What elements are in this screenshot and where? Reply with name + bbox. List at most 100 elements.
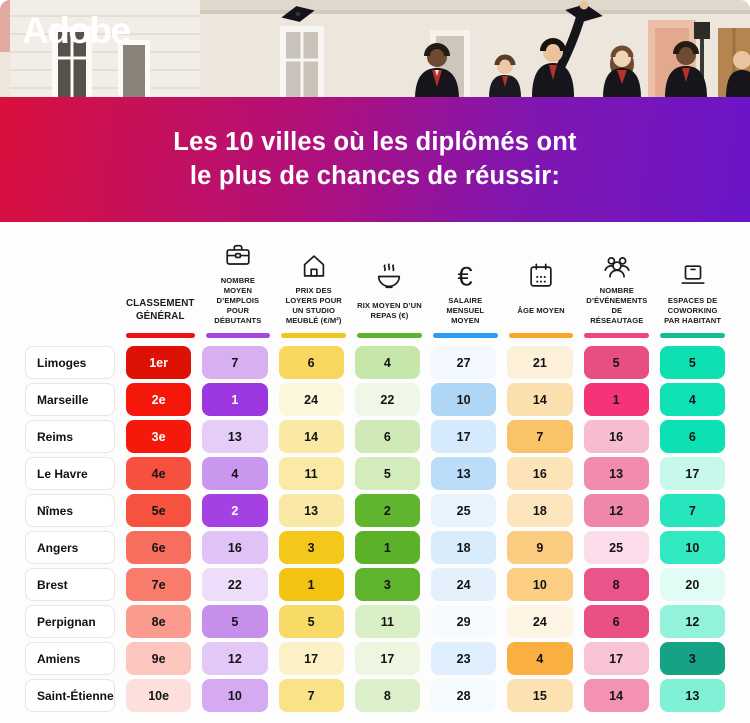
table-row: Nîmes 5e 2 13 2 25 18 12 7: [25, 494, 725, 528]
table-cell-coworking: 20: [659, 568, 725, 602]
table-row: Marseille 2e 1 24 22 10 14 1 4: [25, 383, 725, 417]
laptop-icon: [678, 255, 708, 291]
table-row: Perpignan 8e 5 5 11 29 24 6 12: [25, 605, 725, 639]
table-cell-age: 15: [507, 679, 573, 713]
table-cell-events: 8: [583, 568, 649, 602]
table-cell-rent: 7: [278, 679, 344, 713]
table-cell-rent: 13: [278, 494, 344, 528]
table-cell-salary: 28: [431, 679, 497, 713]
city-label: Reims: [25, 420, 115, 454]
table-cell-events: 14: [583, 679, 649, 713]
column-header-meal: RIX MOYEN D’UN REPAS (€): [357, 255, 422, 339]
table-cell-coworking: 13: [659, 679, 725, 713]
table-row: Saint-Étienne 10e 10 7 8 28 15 14 13: [25, 679, 725, 713]
table-cell-meal: 17: [354, 642, 420, 676]
table-row: Reims 3e 13 14 6 17 7 16 6: [25, 420, 725, 454]
column-accent-bar: [126, 333, 195, 339]
column-label: NOMBRE MOYEN D’EMPLOIS POUR DÉBUTANTS: [214, 276, 262, 326]
table-cell-age: 9: [507, 531, 573, 565]
table-cell-rent: 3: [278, 531, 344, 565]
table-cell-rent: 17: [278, 642, 344, 676]
table-cell-coworking: 6: [659, 420, 725, 454]
table-header: CLASSEMENT GÉNÉRAL NOMBRE MOYEN D’EMPLOI…: [25, 235, 725, 339]
table-cell-meal: 2: [354, 494, 420, 528]
city-label: Nîmes: [25, 494, 115, 528]
table-cell-salary: 13: [431, 457, 497, 491]
city-label: Le Havre: [25, 457, 115, 491]
column-accent-bar: [205, 333, 271, 339]
table-cell-salary: 27: [431, 346, 497, 380]
column-header-rent: PRIX DES LOYERS POUR UN STUDIO MEUBLÉ (€…: [281, 245, 347, 339]
city-label: Saint-Étienne: [25, 679, 115, 713]
column-label: SALAIRE MENSUEL MOYEN: [446, 296, 485, 326]
title-banner: Les 10 villes où les diplômés ont le plu…: [0, 97, 750, 222]
calendar-icon: [526, 255, 556, 291]
table-cell-coworking: 12: [659, 605, 725, 639]
table-cell-jobs: 2: [202, 494, 268, 528]
table-cell-rank: 7e: [126, 568, 192, 602]
table-cell-rent: 6: [278, 346, 344, 380]
table-cell-salary: 10: [431, 383, 497, 417]
table-cell-salary: 24: [431, 568, 497, 602]
table-cell-salary: 25: [431, 494, 497, 528]
table-cell-events: 5: [583, 346, 649, 380]
table-cell-meal: 1: [354, 531, 420, 565]
table-row: Le Havre 4e 4 11 5 13 16 13 17: [25, 457, 725, 491]
table-cell-rank: 4e: [126, 457, 192, 491]
table-cell-jobs: 16: [202, 531, 268, 565]
table-cell-coworking: 4: [659, 383, 725, 417]
table-cell-rent: 5: [278, 605, 344, 639]
table-cell-salary: 29: [431, 605, 497, 639]
euro-icon: €: [450, 255, 480, 291]
column-label: NOMBRE D’ÉVÉNEMENTS DE RÉSEAUTAGE: [586, 286, 648, 326]
city-label: Amiens: [25, 642, 115, 676]
column-label: ESPACES DE COWORKING PAR HABITANT: [664, 296, 722, 326]
table-cell-coworking: 3: [659, 642, 725, 676]
table-cell-coworking: 5: [659, 346, 725, 380]
ranking-table: CLASSEMENT GÉNÉRAL NOMBRE MOYEN D’EMPLOI…: [0, 222, 750, 713]
table-cell-salary: 18: [431, 531, 497, 565]
table-cell-coworking: 17: [659, 457, 725, 491]
table-cell-age: 18: [507, 494, 573, 528]
table-cell-rank: 1er: [126, 346, 192, 380]
table-cell-age: 21: [507, 346, 573, 380]
column-accent-bar: [432, 333, 498, 339]
title-line-2: le plus de chances de réussir:: [189, 161, 561, 190]
column-label: PRIX DES LOYERS POUR UN STUDIO MEUBLÉ (€…: [285, 286, 342, 326]
column-accent-bar: [357, 333, 422, 339]
table-cell-jobs: 13: [202, 420, 268, 454]
column-header-salary: € SALAIRE MENSUEL MOYEN: [432, 255, 498, 339]
graduates-photo-illustration: [0, 0, 750, 97]
column-header-events: NOMBRE D’ÉVÉNEMENTS DE RÉSEAUTAGE: [584, 245, 650, 339]
table-cell-jobs: 12: [202, 642, 268, 676]
people-network-icon: [602, 245, 632, 281]
table-cell-age: 4: [507, 642, 573, 676]
table-cell-jobs: 10: [202, 679, 268, 713]
table-cell-age: 7: [507, 420, 573, 454]
table-cell-salary: 17: [431, 420, 497, 454]
header-photo: Adobe: [0, 0, 750, 97]
city-label: Perpignan: [25, 605, 115, 639]
title-line-1: Les 10 villes où les diplômés ont: [173, 127, 577, 156]
city-label: Marseille: [25, 383, 115, 417]
table-row: Amiens 9e 12 17 17 23 4 17 3: [25, 642, 725, 676]
adobe-logo: Adobe: [22, 10, 131, 51]
column-label: ÂGE MOYEN: [517, 306, 565, 316]
table-body: Limoges 1er 7 6 4 27 21 5 5 Marseille 2e 1 24 22 10 14 1…: [25, 346, 725, 713]
table-cell-age: 24: [507, 605, 573, 639]
column-header-age: ÂGE MOYEN: [508, 255, 574, 339]
house-icon: [299, 245, 329, 281]
table-cell-rank: 10e: [126, 679, 192, 713]
table-cell-coworking: 10: [659, 531, 725, 565]
column-header-rank: CLASSEMENT GÉNÉRAL: [126, 296, 195, 339]
table-cell-salary: 23: [431, 642, 497, 676]
table-cell-rank: 5e: [126, 494, 192, 528]
table-cell-events: 12: [583, 494, 649, 528]
table-cell-age: 14: [507, 383, 573, 417]
table-row: Limoges 1er 7 6 4 27 21 5 5: [25, 346, 725, 380]
table-cell-events: 17: [583, 642, 649, 676]
table-row: Brest 7e 22 1 3 24 10 8 20: [25, 568, 725, 602]
table-cell-jobs: 7: [202, 346, 268, 380]
table-cell-rank: 2e: [126, 383, 192, 417]
